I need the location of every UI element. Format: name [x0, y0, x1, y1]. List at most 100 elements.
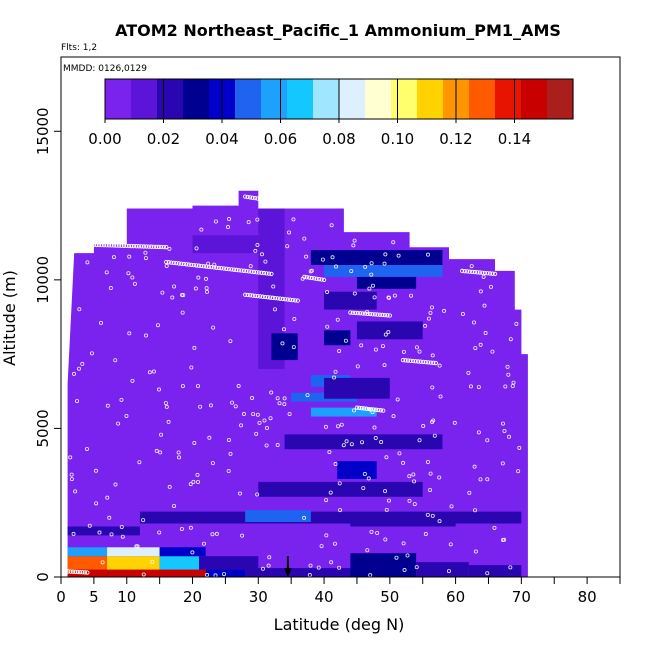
- flight-track-point: [309, 275, 314, 281]
- sample-point: [159, 432, 164, 437]
- flight-track-point: [68, 569, 73, 574]
- sample-point: [260, 566, 265, 571]
- sample-point: [119, 397, 124, 402]
- flight-track-point: [266, 271, 272, 276]
- sample-point: [285, 244, 290, 249]
- flight-track-point: [260, 294, 265, 299]
- x-tick-label: 50: [380, 588, 399, 606]
- sample-point: [372, 295, 377, 300]
- colorbar-segment: [339, 79, 366, 119]
- sample-point: [500, 537, 505, 542]
- sample-point: [180, 310, 185, 315]
- sample-point: [500, 421, 505, 426]
- flight-track-point: [477, 270, 483, 275]
- flight-track-point: [254, 270, 259, 275]
- flight-track-point: [304, 275, 309, 280]
- sample-point: [210, 461, 215, 466]
- sample-point: [382, 363, 387, 368]
- flight-track-point: [169, 260, 174, 265]
- flight-track-point: [250, 195, 255, 200]
- sample-point: [257, 420, 262, 425]
- sample-point: [401, 349, 406, 354]
- flight-track-point: [80, 570, 85, 575]
- flight-track-point: [262, 197, 268, 202]
- sample-point: [402, 568, 407, 573]
- sample-point: [473, 549, 478, 554]
- sample-point: [272, 307, 277, 312]
- flight-track-point: [285, 297, 290, 302]
- x-tick-label: 0: [56, 588, 66, 606]
- sample-point: [105, 403, 110, 408]
- flight-track-point: [350, 310, 355, 315]
- sample-point: [193, 286, 198, 291]
- sample-point: [481, 274, 486, 279]
- flight-track-point: [139, 244, 144, 249]
- flight-track-point: [359, 406, 364, 411]
- flight-track-point: [255, 293, 260, 299]
- sample-point: [189, 365, 194, 370]
- y-tick-label: 5000: [34, 409, 52, 447]
- sample-point: [425, 460, 430, 465]
- curtain-cell: [343, 208, 410, 233]
- flight-track-point: [211, 265, 216, 270]
- sample-point: [141, 518, 146, 523]
- sample-point: [195, 384, 200, 389]
- sample-point: [429, 305, 434, 310]
- flight-track-point: [246, 269, 252, 274]
- sample-point: [233, 404, 238, 409]
- sample-point: [349, 269, 354, 274]
- sample-point: [181, 293, 186, 298]
- sample-point: [338, 508, 343, 513]
- curtain-cell: [324, 262, 443, 277]
- flight-track-point: [181, 261, 186, 267]
- colorbar-segment: [391, 79, 418, 119]
- sample-point: [263, 259, 268, 264]
- x-tick-label: 80: [578, 588, 597, 606]
- flight-track-point: [91, 242, 97, 247]
- sample-point: [304, 254, 309, 259]
- sample-point: [214, 531, 219, 536]
- sample-point: [425, 512, 430, 517]
- sample-point: [141, 572, 146, 577]
- sample-point: [237, 491, 242, 496]
- sample-point: [409, 293, 414, 298]
- flight-track-point: [490, 271, 495, 276]
- flight-track-point: [231, 267, 237, 272]
- sample-point: [253, 248, 258, 253]
- sample-point: [116, 421, 121, 426]
- sample-point: [431, 418, 436, 423]
- sample-point: [124, 413, 129, 418]
- flight-track-point: [361, 406, 367, 411]
- flight-track-point: [121, 243, 127, 248]
- sample-point: [428, 310, 433, 315]
- flight-track-point: [106, 243, 112, 248]
- curtain-cell: [271, 333, 298, 361]
- flight-track-point: [76, 242, 82, 247]
- sample-point: [349, 442, 354, 447]
- flight-track-point: [209, 264, 214, 270]
- sample-point: [228, 451, 233, 456]
- flight-track-point: [73, 569, 78, 575]
- colorbar-segment: [157, 79, 184, 119]
- sample-point: [485, 477, 490, 482]
- flight-track-point: [72, 242, 77, 247]
- sample-point: [384, 507, 389, 512]
- flight-track-point: [353, 310, 358, 316]
- sample-point: [282, 396, 287, 401]
- colorbar-segment: [131, 79, 158, 119]
- sample-point: [471, 320, 476, 325]
- sample-point: [275, 396, 280, 401]
- sample-point: [460, 312, 465, 317]
- sample-point: [239, 423, 244, 428]
- flight-track-point: [387, 313, 392, 318]
- sample-point: [368, 407, 373, 412]
- sample-point: [343, 338, 348, 343]
- flight-track-point: [234, 267, 239, 273]
- flight-track-point: [99, 242, 104, 248]
- sample-point: [490, 349, 495, 354]
- sample-point: [438, 394, 443, 399]
- sample-point: [337, 348, 342, 353]
- flight-track-point: [348, 310, 353, 315]
- flight-track-point: [204, 264, 209, 269]
